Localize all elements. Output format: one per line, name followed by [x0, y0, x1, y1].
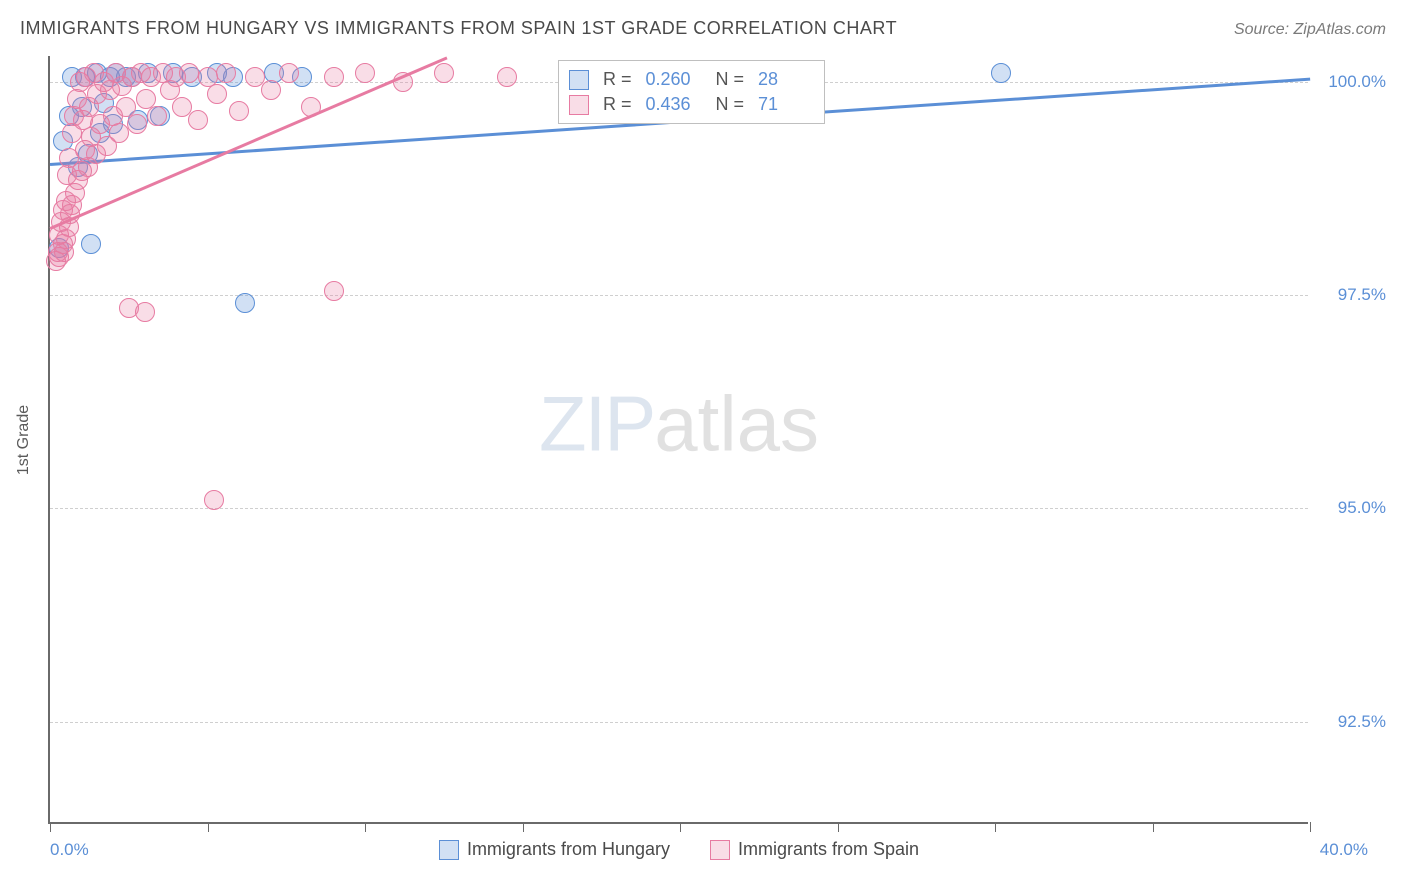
legend-swatch — [710, 840, 730, 860]
r-label: R = — [603, 94, 632, 115]
gridline-h — [50, 508, 1308, 509]
r-label: R = — [603, 69, 632, 90]
x-tick — [995, 822, 996, 832]
n-value: 71 — [758, 94, 814, 115]
y-tick-label: 97.5% — [1338, 285, 1386, 305]
scatter-point — [188, 110, 208, 130]
x-tick — [523, 822, 524, 832]
scatter-point — [81, 234, 101, 254]
x-max-label: 40.0% — [1320, 840, 1368, 860]
scatter-point — [261, 80, 281, 100]
scatter-point — [497, 67, 517, 87]
series-swatch — [569, 70, 589, 90]
scatter-point — [991, 63, 1011, 83]
scatter-point — [229, 101, 249, 121]
x-tick — [208, 822, 209, 832]
chart-area: ZIPatlas 100.0%97.5%95.0%92.5%0.0%40.0%R… — [48, 56, 1364, 824]
r-value: 0.436 — [646, 94, 702, 115]
scatter-point — [147, 106, 167, 126]
watermark-atlas: atlas — [654, 379, 819, 467]
x-tick — [838, 822, 839, 832]
n-label: N = — [716, 94, 745, 115]
scatter-point — [279, 63, 299, 83]
correlation-row: R = 0.436 N = 71 — [569, 92, 814, 117]
series-swatch — [569, 95, 589, 115]
y-tick-label: 95.0% — [1338, 498, 1386, 518]
correlation-legend: R = 0.260 N = 28 R = 0.436 N = 71 — [558, 60, 825, 124]
x-tick — [50, 822, 51, 832]
scatter-point — [216, 63, 236, 83]
legend-swatch — [439, 840, 459, 860]
chart-title: IMMIGRANTS FROM HUNGARY VS IMMIGRANTS FR… — [20, 18, 897, 39]
x-tick — [680, 822, 681, 832]
y-tick-label: 92.5% — [1338, 712, 1386, 732]
scatter-point — [355, 63, 375, 83]
watermark-zip: ZIP — [539, 379, 654, 467]
r-value: 0.260 — [646, 69, 702, 90]
scatter-point — [127, 114, 147, 134]
legend-label: Immigrants from Hungary — [467, 839, 670, 860]
scatter-point — [434, 63, 454, 83]
y-axis-label-container: 1st Grade — [12, 56, 36, 824]
y-axis-label: 1st Grade — [15, 405, 33, 475]
header-row: IMMIGRANTS FROM HUNGARY VS IMMIGRANTS FR… — [20, 18, 1386, 39]
scatter-point — [207, 84, 227, 104]
source-attribution: Source: ZipAtlas.com — [1234, 21, 1386, 39]
legend-label: Immigrants from Spain — [738, 839, 919, 860]
n-value: 28 — [758, 69, 814, 90]
correlation-row: R = 0.260 N = 28 — [569, 67, 814, 92]
legend-item: Immigrants from Hungary — [439, 839, 670, 860]
scatter-point — [179, 63, 199, 83]
n-label: N = — [716, 69, 745, 90]
x-tick — [1153, 822, 1154, 832]
scatter-point — [324, 67, 344, 87]
scatter-point — [135, 302, 155, 322]
x-tick — [365, 822, 366, 832]
scatter-point — [324, 281, 344, 301]
x-tick — [1310, 822, 1311, 832]
y-tick-label: 100.0% — [1328, 72, 1386, 92]
legend-item: Immigrants from Spain — [710, 839, 919, 860]
legend-bottom: Immigrants from Hungary Immigrants from S… — [50, 839, 1308, 860]
scatter-point — [204, 490, 224, 510]
scatter-point — [235, 293, 255, 313]
watermark: ZIPatlas — [539, 378, 819, 469]
plot-region: ZIPatlas 100.0%97.5%95.0%92.5%0.0%40.0%R… — [48, 56, 1308, 824]
gridline-h — [50, 722, 1308, 723]
